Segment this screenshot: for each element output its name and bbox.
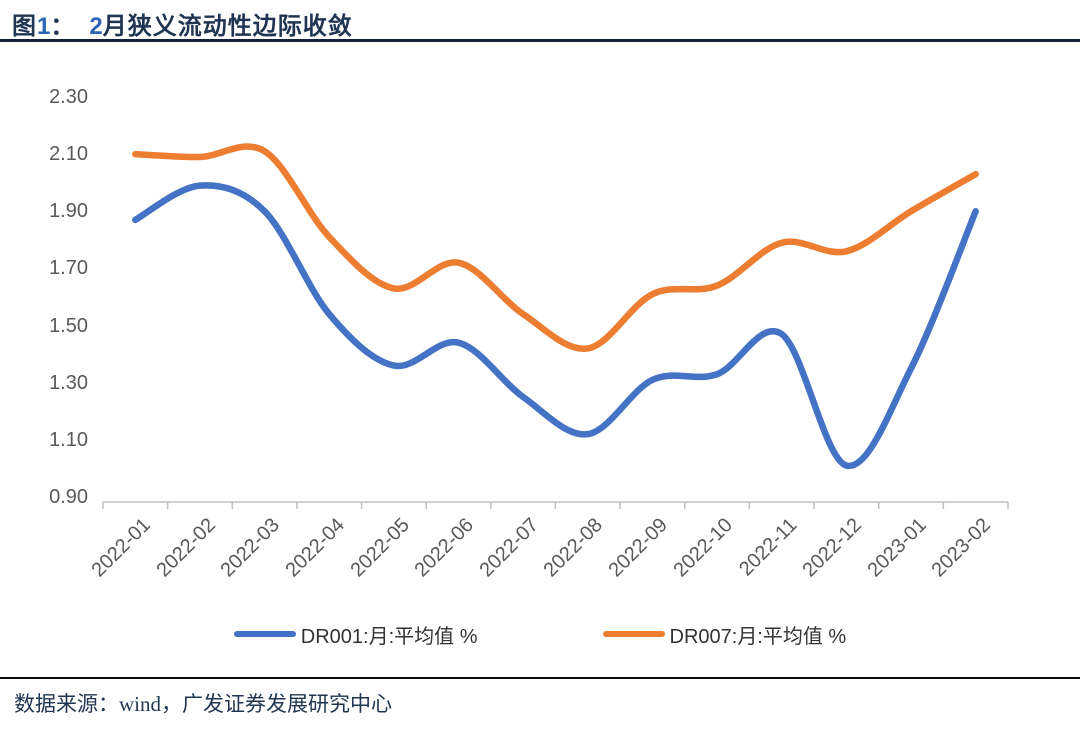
legend-item-dr001: DR001:月:平均值 % — [233, 620, 478, 649]
y-axis-tick-label: 2.10 — [49, 143, 88, 166]
legend-item-dr007: DR007:月:平均值 % — [602, 620, 847, 649]
figure-label: 图 — [12, 14, 37, 40]
figure-number: 1 — [37, 13, 51, 40]
title-divider — [0, 39, 1080, 42]
y-axis-tick-label: 1.90 — [49, 200, 88, 223]
y-axis-tick-label: 0.90 — [49, 486, 88, 508]
chart-legend: DR001:月:平均值 % DR007:月:平均值 % — [0, 616, 1080, 652]
y-axis-tick-label: 1.30 — [49, 371, 88, 394]
title-separator: ： — [50, 14, 76, 40]
y-axis-tick-label: 1.50 — [49, 314, 88, 337]
title-month-number: 2 — [89, 13, 103, 40]
dr001-line-swatch-icon — [233, 631, 296, 637]
figure-title: 图1： 2月狭义流动性边际收敛 — [12, 6, 353, 40]
data-source: 数据来源：wind，广发证券发展研究中心 — [14, 692, 392, 716]
x-axis-ticks — [102, 502, 1009, 509]
y-axis-tick-label: 1.10 — [49, 428, 88, 451]
title-text: 月狭义流动性边际收敛 — [102, 14, 353, 40]
series-line-dr007 — [132, 143, 979, 352]
dr007-line-swatch-icon — [602, 631, 665, 637]
footer-divider — [0, 677, 1080, 679]
legend-label-dr007: DR007:月:平均值 % — [669, 625, 847, 648]
legend-label-dr001: DR001:月:平均值 % — [300, 625, 478, 648]
series-line-dr001 — [132, 182, 979, 469]
y-axis-tick-label: 1.70 — [49, 257, 88, 280]
y-axis-tick-label: 2.30 — [49, 86, 88, 108]
